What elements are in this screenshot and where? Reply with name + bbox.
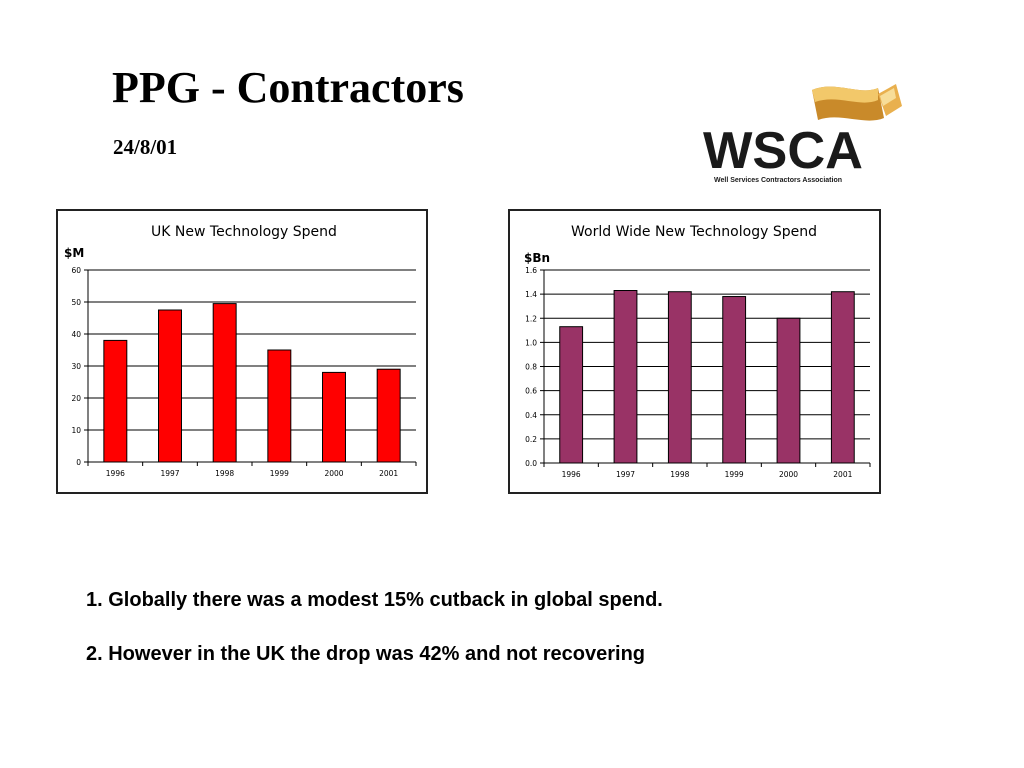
x-tick-label: 1996	[562, 470, 581, 479]
y-tick-label: 0.0	[525, 459, 537, 468]
bar-1997	[158, 309, 182, 463]
y-tick-label: 1.2	[525, 314, 537, 323]
y-tick-label: 30	[71, 362, 81, 371]
note-1: 1. Globally there was a modest 15% cutba…	[86, 589, 663, 611]
slide-title: PPG - Contractors	[112, 63, 464, 112]
bar-1996	[103, 339, 128, 463]
bar-2001	[830, 291, 855, 464]
y-tick-label: 1.6	[525, 266, 537, 275]
y-tick-label: 1.0	[525, 338, 537, 347]
y-tick-label: 10	[71, 426, 81, 435]
worldwide-spend-chart: World Wide New Technology Spend $Bn 0.0 0.2…	[508, 209, 881, 494]
worldwide-spend-chart-svg: World Wide New Technology Spend $Bn 0.0 0.2…	[524, 224, 871, 479]
y-tick-label: 0.4	[525, 411, 537, 420]
slide-date: 24/8/01	[113, 135, 178, 159]
y-tick-label: 50	[71, 298, 81, 307]
chart-title: World Wide New Technology Spend	[571, 224, 817, 240]
notes: 1. Globally there was a modest 15% cutba…	[86, 588, 663, 666]
x-tick-label: 1997	[616, 470, 635, 479]
note-2: 2. However in the UK the drop was 42% an…	[86, 643, 646, 665]
y-tick-label: 20	[71, 394, 81, 403]
x-tick-label: 2000	[324, 469, 343, 478]
y-tick-label: 1.4	[525, 290, 537, 299]
chart-title: UK New Technology Spend	[151, 224, 337, 240]
bar-2001	[376, 368, 401, 463]
uk-spend-chart-svg: UK New Technology Spend $M 0 10 20 30 40 50 60 19…	[64, 224, 417, 478]
bar-2000	[322, 371, 346, 463]
bar-1997	[613, 290, 638, 464]
x-tick-label: 1999	[270, 469, 289, 478]
wsca-logo: WSCA Well Services Contractors Associati…	[700, 76, 910, 188]
y-tick-label: 60	[71, 266, 81, 275]
logo-text: WSCA	[703, 122, 863, 180]
y-axis-label: $M	[64, 246, 84, 260]
y-tick-label: 0.6	[525, 387, 537, 396]
x-tick-label: 1998	[215, 469, 234, 478]
x-tick-label: 2001	[379, 469, 398, 478]
y-axis-label: $Bn	[524, 251, 550, 265]
bar-1998	[212, 303, 237, 463]
y-tick-label: 0.2	[525, 435, 537, 444]
x-tick-label: 1999	[725, 470, 744, 479]
x-tick-label: 2001	[833, 470, 852, 479]
bar-1998	[667, 291, 692, 464]
y-tick-label: 0	[76, 458, 81, 467]
bar-1999	[722, 296, 747, 464]
y-tick-label: 40	[71, 330, 81, 339]
x-tick-label: 1997	[160, 469, 179, 478]
flag-icon	[812, 84, 902, 121]
x-tick-label: 1996	[106, 469, 125, 478]
bar-1999	[267, 349, 292, 463]
logo-subtitle: Well Services Contractors Association	[714, 177, 842, 184]
x-tick-label: 2000	[779, 470, 798, 479]
y-tick-label: 0.8	[525, 363, 537, 372]
bar-1996	[559, 326, 584, 464]
bar-2000	[776, 317, 801, 464]
x-tick-label: 1998	[670, 470, 689, 479]
uk-spend-chart: UK New Technology Spend $M 0 10 20 30 40 50 60 19…	[56, 209, 428, 494]
